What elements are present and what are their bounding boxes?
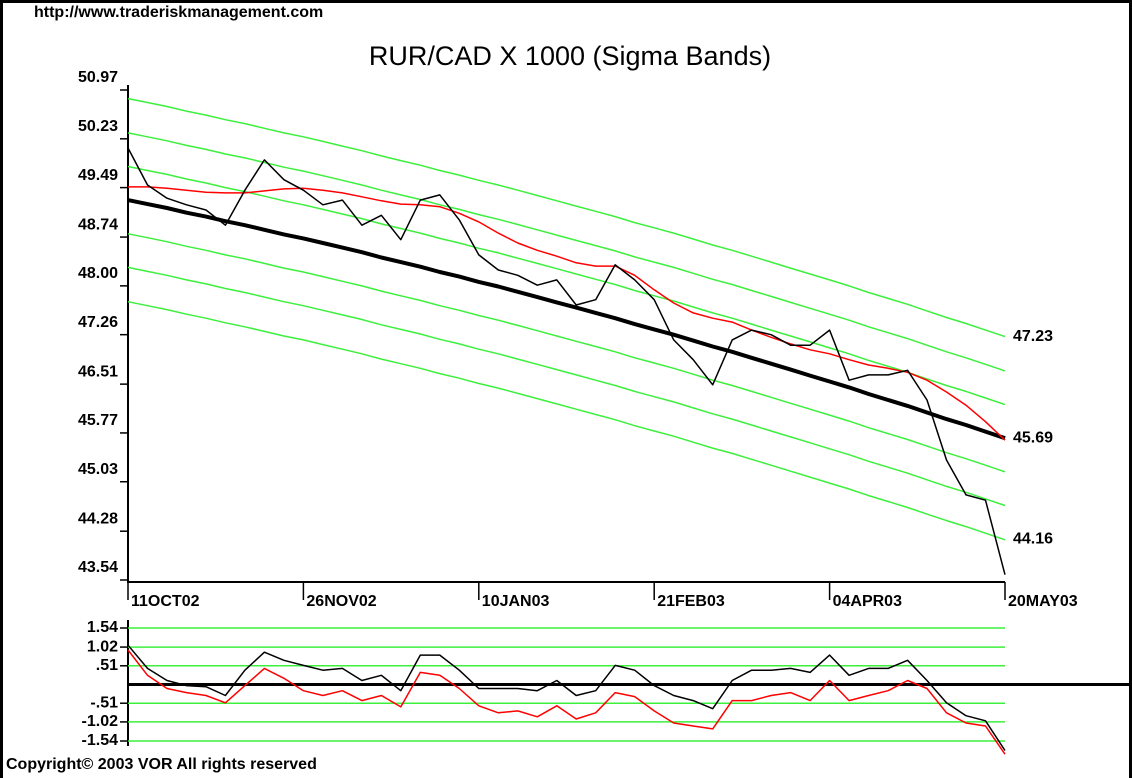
annotation: 44.16 — [1013, 530, 1053, 547]
y-tick-label: 49.49 — [78, 167, 118, 184]
x-tick-label: 20MAY03 — [1008, 593, 1078, 610]
y-tick-label: 1.02 — [87, 638, 118, 655]
y-tick-label: 1.54 — [87, 619, 118, 636]
chart-title: RUR/CAD X 1000 (Sigma Bands) — [369, 41, 771, 71]
x-tick-label: 04APR03 — [833, 593, 902, 610]
y-tick-label: 46.51 — [78, 363, 118, 380]
series-line — [127, 147, 1006, 575]
y-tick-label: 48.00 — [78, 265, 118, 282]
annotation: 45.69 — [1013, 429, 1053, 446]
x-tick-label: 11OCT02 — [131, 593, 200, 610]
x-tick-label: 10JAN03 — [482, 593, 550, 610]
y-tick-label: -1.54 — [82, 732, 119, 749]
series-line — [127, 97, 1006, 338]
series-line — [127, 233, 1006, 473]
series-line — [127, 649, 1006, 755]
series-line — [127, 644, 1006, 751]
series-line — [127, 300, 1006, 541]
series-line — [127, 266, 1006, 507]
x-tick-label: 26NOV02 — [306, 593, 376, 610]
y-tick-label: -1.02 — [82, 713, 119, 730]
copyright: Copyright© 2003 VOR All rights reserved — [6, 756, 317, 773]
annotation: 47.23 — [1013, 328, 1053, 345]
y-tick-label: 47.26 — [78, 314, 118, 331]
y-tick-label: -.51 — [90, 694, 118, 711]
y-tick-label: 45.77 — [78, 412, 118, 429]
y-tick-label: 45.03 — [78, 461, 118, 478]
y-tick-label: 43.54 — [78, 559, 118, 576]
y-tick-label: 50.23 — [78, 118, 118, 135]
y-tick-label: 44.28 — [78, 510, 118, 527]
x-tick-label: 21FEB03 — [657, 593, 725, 610]
y-tick-label: .51 — [96, 657, 118, 674]
series-line — [128, 186, 1006, 441]
series-line — [127, 132, 1006, 372]
series-line — [127, 198, 1006, 441]
y-tick-label: 50.97 — [78, 69, 118, 86]
series-line — [127, 165, 1006, 406]
url: http://www.traderiskmanagement.com — [34, 4, 323, 21]
y-tick-label: 48.74 — [78, 216, 118, 233]
